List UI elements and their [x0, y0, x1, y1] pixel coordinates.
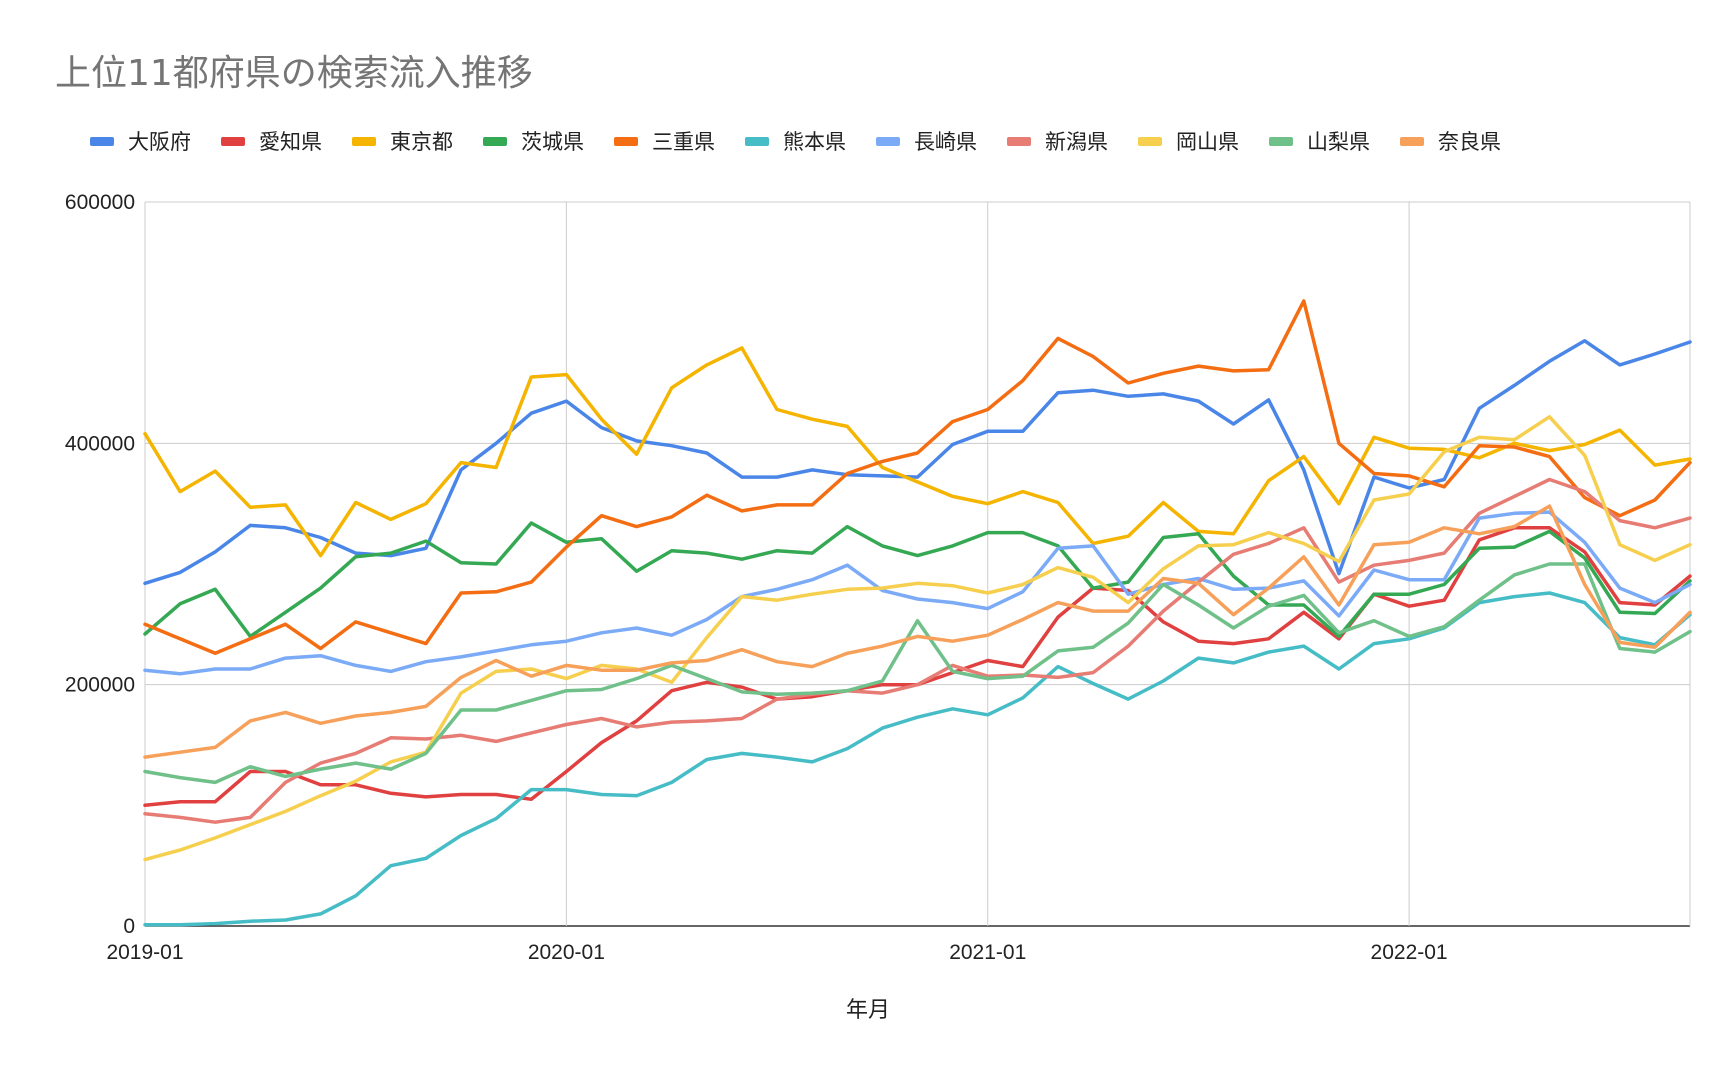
legend-item: 茨城県 [483, 126, 584, 156]
series-line-大阪府 [143, 339, 1692, 586]
legend-item: 長崎県 [876, 126, 977, 156]
legend-swatch [876, 136, 900, 146]
legend-item: 熊本県 [745, 126, 846, 156]
legend-swatch [1007, 136, 1031, 146]
legend-label: 奈良県 [1438, 130, 1501, 154]
x-tick-label: 2021-01 [949, 941, 1026, 964]
legend-label: 東京都 [390, 130, 453, 154]
chart-title: 上位11都府県の検索流入推移 [55, 53, 533, 94]
chart-legend: 大阪府 愛知県 東京都 茨城県 三重県 熊本県 長崎県 新潟県 岡山県 山梨県 奈良県 [90, 124, 1531, 158]
series-line-東京都 [143, 346, 1692, 558]
legend-swatch [1138, 136, 1162, 146]
series-line-三重県 [143, 299, 1692, 656]
x-axis-title: 年月 [845, 998, 890, 1023]
legend-swatch [483, 136, 507, 146]
series-line-熊本県 [143, 591, 1692, 927]
legend-swatch [1269, 136, 1293, 146]
series-line-岡山県 [143, 415, 1692, 862]
legend-label: 大阪府 [128, 130, 191, 154]
legend-swatch [614, 136, 638, 146]
legend-swatch [90, 136, 114, 146]
x-tick-label: 2022-01 [1371, 941, 1448, 964]
legend-item: 愛知県 [221, 126, 322, 156]
y-tick-label: 600000 [65, 191, 135, 214]
legend-item: 岡山県 [1138, 126, 1239, 156]
legend-item: 大阪府 [90, 126, 191, 156]
legend-item: 山梨県 [1269, 126, 1370, 156]
legend-label: 茨城県 [521, 130, 584, 154]
legend-swatch [745, 136, 769, 146]
x-tick-label: 2020-01 [528, 941, 605, 964]
legend-swatch [352, 136, 376, 146]
legend-label: 長崎県 [914, 130, 977, 154]
legend-item: 新潟県 [1007, 126, 1108, 156]
legend-label: 岡山県 [1176, 130, 1239, 154]
legend-label: 山梨県 [1307, 130, 1370, 154]
legend-item: 三重県 [614, 126, 715, 156]
legend-label: 愛知県 [259, 130, 322, 154]
series-line-新潟県 [143, 477, 1692, 824]
x-tick-label: 2019-01 [106, 941, 183, 964]
legend-label: 新潟県 [1045, 130, 1108, 154]
legend-swatch [1400, 136, 1424, 146]
series-line-茨城県 [143, 521, 1692, 639]
y-tick-label: 0 [123, 915, 135, 938]
series-line-長崎県 [143, 510, 1692, 676]
legend-label: 三重県 [652, 130, 715, 154]
series-line-奈良県 [143, 504, 1692, 759]
series-line-山梨県 [143, 562, 1692, 785]
legend-label: 熊本県 [783, 130, 846, 154]
legend-item: 奈良県 [1400, 126, 1501, 156]
y-tick-label: 400000 [65, 432, 135, 455]
y-tick-label: 200000 [65, 674, 135, 697]
legend-swatch [221, 136, 245, 146]
legend-item: 東京都 [352, 126, 453, 156]
